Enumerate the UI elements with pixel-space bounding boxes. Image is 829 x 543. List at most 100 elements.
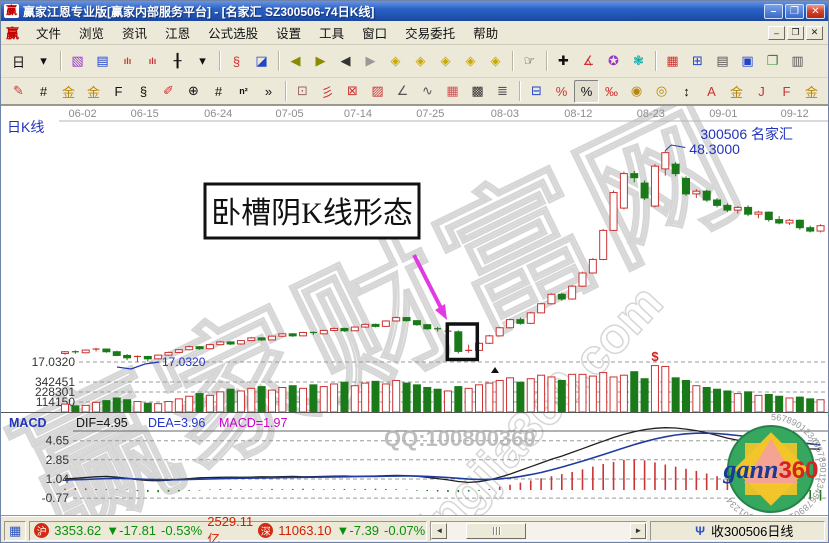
candle bbox=[236, 340, 245, 345]
next-bar-icon[interactable]: ▶ bbox=[365, 53, 376, 68]
menu-item-6[interactable]: 设置 bbox=[276, 27, 302, 41]
hatch-grid-icon[interactable]: # bbox=[214, 83, 223, 99]
gold-angle-icon[interactable]: 金 bbox=[804, 84, 818, 100]
maximize-button[interactable]: ❐ bbox=[785, 3, 804, 19]
last-bar-icon[interactable]: ▶ bbox=[315, 53, 326, 68]
menu-item-2[interactable]: 浏览 bbox=[79, 27, 105, 41]
gann-diamond-left-icon[interactable]: ◈ bbox=[390, 53, 401, 68]
pattern-figure-icon[interactable]: § bbox=[232, 53, 241, 69]
measure-pen-icon[interactable]: ↕ bbox=[683, 83, 690, 99]
percent-icon[interactable]: % bbox=[574, 79, 599, 103]
more-chevron-icon[interactable]: » bbox=[264, 83, 273, 99]
menu-item-3[interactable]: 资讯 bbox=[122, 27, 148, 41]
calculator-icon[interactable]: ⊞ bbox=[692, 53, 703, 68]
export-icon[interactable]: ▥ bbox=[791, 53, 804, 68]
red-grid-icon[interactable]: ▦ bbox=[446, 83, 459, 98]
mdi-close-button[interactable]: ✕ bbox=[806, 25, 823, 40]
gold-circle2-icon[interactable]: ◎ bbox=[655, 83, 668, 98]
candle bbox=[361, 323, 370, 328]
volume-bar bbox=[485, 382, 494, 413]
red-pen-icon[interactable]: ✎ bbox=[13, 83, 24, 98]
volume-bars-9-icon[interactable]: ılı bbox=[148, 56, 157, 66]
first-bar-icon[interactable]: ◀ bbox=[290, 53, 301, 68]
figure-tool-icon[interactable]: ✪ bbox=[608, 53, 619, 68]
hand-tool-icon[interactable]: ☞ bbox=[523, 53, 536, 68]
gold-line-icon[interactable]: 金 bbox=[729, 84, 743, 100]
minimize-button[interactable]: – bbox=[764, 3, 783, 19]
mind-tool-icon[interactable]: ❃ bbox=[633, 53, 644, 68]
lines-icon[interactable]: ≣ bbox=[497, 83, 508, 98]
pen-grid-icon[interactable]: ✐ bbox=[163, 83, 174, 98]
mdi-restore-button[interactable]: ❐ bbox=[787, 25, 804, 40]
candle bbox=[526, 312, 535, 324]
gann-diamond-h-icon[interactable]: ◈ bbox=[440, 53, 451, 68]
dark-grid-icon[interactable]: ▩ bbox=[471, 83, 484, 98]
gann-diamond-right-icon[interactable]: ◈ bbox=[415, 53, 426, 68]
volume-bar bbox=[205, 394, 214, 413]
angle-lines-icon[interactable]: ∠ bbox=[396, 83, 409, 98]
notes-icon[interactable]: ▤ bbox=[716, 53, 729, 68]
wave-icon[interactable]: ∿ bbox=[422, 83, 433, 98]
close-button[interactable]: ✕ bbox=[806, 3, 825, 19]
scroll-right-icon[interactable]: ► bbox=[630, 522, 647, 539]
rays-icon[interactable]: 彡 bbox=[320, 84, 334, 100]
menu-item-8[interactable]: 窗口 bbox=[362, 27, 388, 41]
menu-item-4[interactable]: 江恩 bbox=[165, 27, 191, 41]
percent-down-icon[interactable]: % bbox=[555, 83, 568, 99]
period-dropdown-caret[interactable]: ▾ bbox=[40, 53, 47, 68]
menu-item-9[interactable]: 交易委托 bbox=[405, 27, 456, 41]
volume-bar bbox=[537, 374, 546, 413]
save-icon[interactable]: ▣ bbox=[741, 53, 754, 68]
f10-info-icon[interactable]: ▤ bbox=[96, 53, 109, 68]
gold-gann-a-icon[interactable]: 金 bbox=[61, 84, 75, 100]
box-rays-icon[interactable]: ▨ bbox=[371, 83, 384, 98]
kline-chart[interactable]: 赢家财富网www.yingjia360.com06-0206-1506-2407… bbox=[1, 105, 829, 516]
gann-diamond-v-icon[interactable]: ◈ bbox=[465, 53, 476, 68]
scroll-left-icon[interactable]: ◄ bbox=[431, 522, 448, 539]
box-x-icon[interactable]: ⊠ bbox=[347, 83, 358, 98]
menu-item-10[interactable]: 帮助 bbox=[473, 27, 499, 41]
quote-table-icon[interactable]: ▦ bbox=[9, 522, 22, 538]
horizontal-scrollbar[interactable]: ◄ ► bbox=[430, 520, 648, 541]
app-logo-icon-small: 赢 bbox=[6, 26, 20, 41]
triangle-marker bbox=[491, 367, 499, 373]
menu-item-1[interactable]: 文件 bbox=[36, 27, 62, 41]
annotation[interactable]: 卧槽阴K线形态 bbox=[203, 182, 421, 240]
band-tool-icon[interactable]: ▧ bbox=[71, 53, 84, 68]
gold-gann-b-icon[interactable]: 金 bbox=[86, 84, 100, 100]
candle-dropdown-caret[interactable]: ▾ bbox=[199, 53, 206, 68]
box-grid-icon[interactable]: ⊡ bbox=[297, 83, 308, 98]
grid-tool-icon[interactable]: # bbox=[39, 83, 48, 99]
volume-bar bbox=[775, 395, 784, 413]
f-grid-icon[interactable]: F bbox=[114, 83, 123, 99]
copy-windows-icon[interactable]: ❐ bbox=[766, 53, 779, 68]
menu-item-5[interactable]: 公式选股 bbox=[208, 27, 259, 41]
volume-bars-3-icon[interactable]: ılı bbox=[123, 56, 132, 66]
market-index-panel[interactable]: 沪 3353.62 ▼-17.81 -0.53% 2529.11亿 深 1106… bbox=[29, 514, 477, 542]
spiral-icon[interactable]: § bbox=[139, 83, 148, 99]
a-grid-icon[interactable]: A bbox=[707, 83, 716, 99]
gann-diamond-cross-icon[interactable]: ◈ bbox=[490, 53, 501, 68]
n-squared-icon[interactable]: n² bbox=[239, 86, 248, 96]
crosshair-tool-icon[interactable]: ✚ bbox=[558, 53, 569, 68]
status-grid-panel[interactable]: ▦ bbox=[4, 520, 27, 541]
candle-tool-icon[interactable]: ╂ bbox=[173, 53, 182, 68]
menu-item-7[interactable]: 工具 bbox=[319, 27, 345, 41]
mdi-minimize-button[interactable]: – bbox=[768, 25, 785, 40]
scroll-thumb[interactable] bbox=[466, 522, 527, 539]
circle-grid-icon[interactable]: ⊕ bbox=[188, 83, 199, 98]
pointer-arrow[interactable] bbox=[412, 254, 447, 320]
scroll-track[interactable] bbox=[452, 522, 626, 539]
angle-measure-icon[interactable]: ∡ bbox=[582, 53, 595, 68]
f-angle-icon[interactable]: F bbox=[782, 83, 791, 99]
kline-period-button[interactable]: 日 bbox=[11, 54, 25, 70]
color-chart-icon[interactable]: ◪ bbox=[255, 53, 268, 68]
j-angle-icon[interactable]: J bbox=[758, 83, 765, 99]
prev-bar-icon[interactable]: ◀ bbox=[340, 53, 351, 68]
price-scale-icon[interactable]: ⊟ bbox=[531, 83, 542, 98]
shen-angle-icon[interactable]: 神 bbox=[824, 80, 828, 103]
calendar-icon[interactable]: ▦ bbox=[666, 53, 679, 68]
percent-lines-icon[interactable]: ‰ bbox=[605, 83, 618, 99]
gold-circle-icon[interactable]: ◉ bbox=[630, 83, 643, 98]
highlight-box[interactable] bbox=[445, 322, 480, 362]
